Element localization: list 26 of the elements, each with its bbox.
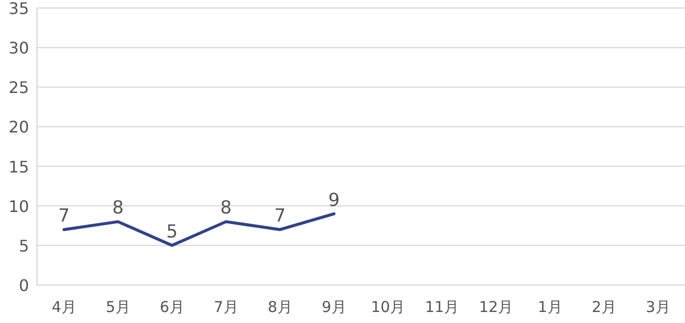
data-label: 8: [112, 198, 124, 219]
x-tick-label: 4月: [52, 298, 76, 316]
x-tick-label: 8月: [268, 298, 292, 316]
x-tick-label: 9月: [322, 298, 346, 316]
x-tick-label: 3月: [646, 298, 670, 316]
y-tick-label: 20: [8, 118, 29, 137]
y-tick-label: 0: [18, 276, 29, 295]
y-tick-label: 30: [8, 38, 29, 58]
data-label: 8: [220, 198, 232, 219]
x-tick-label: 6月: [160, 298, 184, 316]
x-tick-label: 12月: [478, 298, 514, 316]
x-tick-label: 5月: [106, 298, 130, 316]
y-tick-label: 35: [8, 0, 29, 18]
y-tick-label: 25: [8, 78, 29, 98]
y-tick-label: 5: [18, 236, 29, 256]
data-label: 7: [58, 206, 70, 227]
y-tick-label: 10: [8, 196, 29, 216]
x-tick-label: 11月: [424, 298, 460, 316]
x-tick-label: 1月: [538, 298, 562, 316]
y-tick-label: 15: [8, 157, 29, 176]
data-label: 5: [166, 221, 178, 242]
x-tick-label: 2月: [592, 298, 616, 316]
data-label: 7: [274, 206, 286, 227]
x-tick-label: 7月: [214, 298, 238, 316]
x-tick-label: 10月: [370, 298, 406, 316]
data-label: 9: [328, 190, 340, 211]
